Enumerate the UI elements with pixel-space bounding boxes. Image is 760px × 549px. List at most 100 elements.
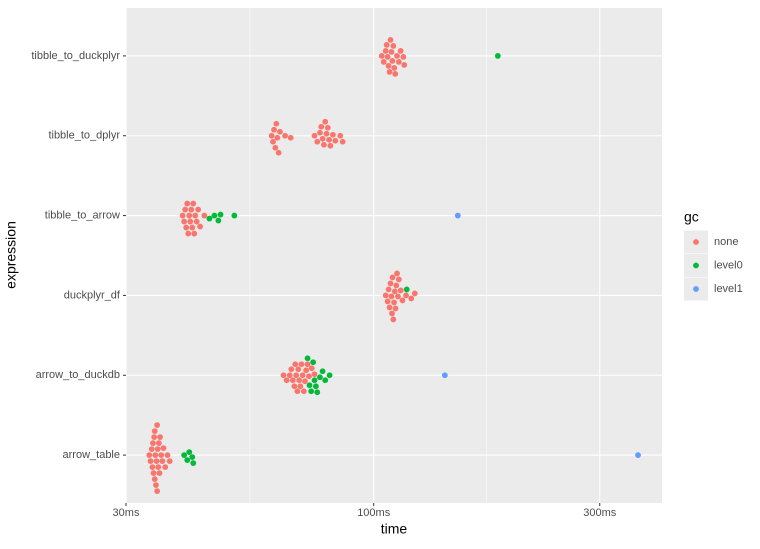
legend-marker [693, 239, 699, 245]
point [286, 372, 293, 379]
point [191, 230, 198, 237]
point [151, 434, 158, 440]
point [189, 454, 196, 460]
point [152, 452, 159, 458]
point [329, 131, 336, 138]
point [397, 48, 404, 54]
point [387, 280, 394, 287]
point [393, 282, 400, 289]
point [211, 212, 218, 219]
point [308, 365, 315, 372]
point [190, 460, 197, 466]
point [380, 59, 387, 65]
point [494, 53, 501, 59]
y-tick-label: tibble_to_arrow [45, 209, 120, 221]
point [182, 206, 189, 213]
point [395, 293, 401, 300]
grid [125, 8, 662, 503]
x-axis-title: time [381, 521, 408, 537]
point [190, 200, 197, 207]
point [311, 377, 318, 384]
point [287, 134, 294, 141]
point [206, 215, 213, 222]
point [397, 287, 404, 294]
x-tick-label: 100ms [357, 507, 391, 519]
point [153, 458, 160, 464]
point [392, 305, 399, 312]
point [277, 128, 283, 135]
point [403, 286, 410, 293]
point [189, 224, 196, 231]
point [179, 212, 186, 219]
point [394, 270, 400, 277]
point [386, 69, 393, 75]
point [384, 298, 391, 305]
point [158, 452, 165, 458]
point [378, 53, 385, 59]
point [154, 488, 161, 494]
point [317, 374, 323, 381]
point [185, 230, 192, 237]
point [388, 293, 395, 300]
point [318, 123, 325, 130]
point [157, 434, 163, 440]
point [192, 212, 199, 219]
point [403, 292, 409, 299]
point [288, 366, 295, 373]
point [273, 120, 280, 127]
point [311, 132, 318, 139]
point [327, 142, 334, 149]
point [383, 42, 390, 48]
point [304, 361, 311, 368]
point [187, 218, 194, 225]
y-tick-label: tibble_to_duckplyr [31, 50, 120, 62]
point [311, 371, 318, 378]
point [270, 138, 276, 145]
legend-label: level1 [714, 283, 743, 295]
point [149, 464, 156, 470]
point [183, 224, 190, 231]
point [294, 388, 301, 395]
point [151, 428, 158, 434]
point [274, 134, 281, 141]
point [401, 62, 408, 68]
point [148, 446, 155, 452]
point [184, 457, 191, 463]
y-tick-label: tibble_to_dplyr [48, 130, 120, 142]
point [308, 388, 315, 395]
point [306, 373, 312, 380]
point [268, 132, 275, 139]
panel [126, 8, 662, 503]
point [154, 446, 161, 452]
point [314, 138, 321, 145]
point [155, 440, 162, 446]
point [151, 476, 158, 482]
point [302, 378, 308, 385]
point [319, 135, 326, 142]
point [289, 377, 296, 384]
point [390, 43, 397, 49]
y-axis-title: expression [3, 221, 19, 289]
point [160, 445, 167, 451]
legend-marker [693, 286, 699, 292]
point [293, 372, 300, 379]
point [296, 377, 303, 384]
legend-label: none [714, 236, 738, 248]
point [385, 286, 392, 293]
point [326, 372, 333, 379]
point [164, 452, 171, 458]
y-tick-label: arrow_table [63, 449, 120, 461]
point [181, 218, 188, 225]
legend: gc none level0 level1 [684, 209, 743, 301]
point [382, 48, 389, 54]
point [272, 144, 279, 151]
point [181, 452, 188, 458]
point [304, 355, 311, 362]
point [319, 368, 326, 375]
point [303, 367, 310, 374]
point [324, 124, 331, 131]
point [389, 274, 396, 281]
point [186, 212, 193, 219]
point [399, 297, 406, 304]
legend-marker [693, 262, 699, 269]
